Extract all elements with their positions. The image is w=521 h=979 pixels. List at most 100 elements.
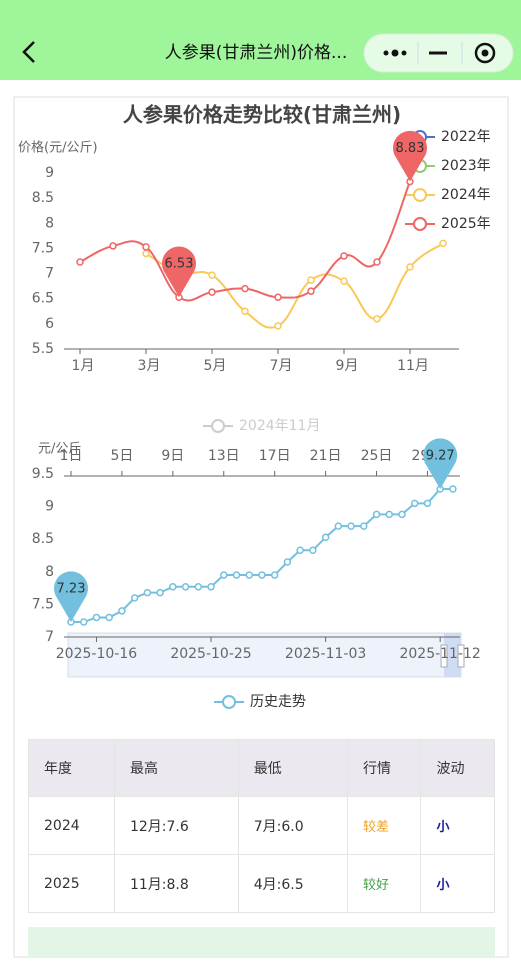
data-point (118, 607, 126, 615)
back-button[interactable] (22, 41, 35, 63)
table-body: 2024 12月:7.6 7月:6.0 较差小 2025 11月:8.8 4月:6.5 较好小 (28, 796, 495, 913)
data-point (92, 613, 101, 622)
y-tick-label: 8.5 (32, 531, 54, 547)
cell-text: 小 (436, 878, 450, 893)
pin-label: 7.23 (57, 582, 86, 597)
data-point (194, 583, 203, 591)
x-tick-label: 2025-11-12 (399, 646, 480, 662)
legend-label: 2023年 (441, 158, 491, 174)
cell-text: 11月:8.8 (129, 876, 189, 893)
table-cell: 7月:6.0 (237, 796, 348, 855)
x-tick-label: 5月 (204, 358, 227, 374)
data-point (79, 618, 88, 626)
data-point (245, 571, 253, 579)
x-tick-label: 2025-10-25 (170, 646, 251, 662)
legend-label: 2024年11月 (239, 418, 320, 434)
data-point (156, 588, 164, 597)
data-point (274, 293, 282, 301)
data-point (76, 258, 84, 266)
data-point (406, 263, 414, 271)
y-axis-label: 价格(元/公斤) (18, 140, 98, 156)
cell-text: 小 (436, 820, 450, 835)
data-point (241, 284, 249, 293)
marker-pin (393, 130, 427, 182)
data-point (439, 239, 447, 248)
chart-title: 人参果价格走势比较(甘肃兰州) (123, 103, 401, 127)
data-point (241, 307, 249, 316)
data-point (449, 485, 457, 493)
table-cell: 11月:8.8 (113, 854, 239, 913)
x2-tick-label: 21日 (310, 448, 342, 464)
zoom-handle[interactable] (457, 644, 465, 668)
data-point (142, 243, 150, 251)
column-header: 年度 (28, 739, 115, 797)
table-row: 2025 11月:8.8 4月:6.5 较好 小 (28, 854, 495, 913)
nav-title: 人参果(甘肃兰州)价格... (165, 43, 347, 63)
table-cell: 较差 (346, 796, 422, 855)
data-point (373, 315, 381, 323)
x-tick-label: 2025-11-03 (285, 646, 366, 662)
bottom-box (28, 927, 495, 957)
zoom-handle[interactable] (440, 644, 448, 668)
legend-label: 2022年 (441, 129, 491, 145)
data-point (307, 287, 315, 295)
data-point (347, 522, 355, 530)
more-button[interactable] (383, 49, 407, 57)
data-point (130, 594, 139, 602)
table-cell: 小 (420, 854, 495, 913)
y-tick-label: 9.5 (32, 466, 54, 482)
y-tick-label: 7.5 (32, 596, 54, 612)
x2-tick-label: 9日 (161, 448, 184, 464)
data-point (109, 242, 117, 250)
column-header: 最低 (237, 739, 348, 797)
data-point (208, 288, 216, 296)
data-point (270, 571, 279, 579)
data-point (181, 583, 190, 591)
data-point (321, 533, 330, 541)
pin-label: 8.83 (396, 141, 425, 156)
legend-symbol (413, 188, 427, 202)
y-tick-label: 8.5 (32, 190, 54, 206)
zoom-window (444, 633, 461, 677)
cell-text: 2024 (44, 817, 80, 834)
data-point (423, 499, 432, 508)
cell-text: 较好 (362, 878, 389, 893)
x-tick-label: 1月 (72, 358, 95, 374)
series-line (145, 242, 444, 329)
data-point (143, 588, 152, 597)
data-point (334, 522, 343, 530)
marker-pin (423, 438, 458, 489)
data-point (340, 252, 348, 260)
column-header: 最高 (113, 739, 239, 797)
y-tick-label: 6 (45, 316, 54, 332)
pin-label: 9.27 (426, 448, 455, 463)
data-point (410, 499, 419, 508)
y-tick-label: 7 (45, 629, 54, 645)
close-button[interactable] (474, 42, 496, 64)
y-tick-label: 7.5 (32, 240, 54, 256)
data-point (142, 249, 150, 258)
x2-tick-label: 13日 (208, 448, 240, 464)
data-point (373, 258, 381, 266)
x2-tick-label: 17日 (259, 448, 291, 464)
y-tick-label: 8 (45, 564, 54, 580)
marker-pin (54, 571, 88, 623)
y-tick-label: 9 (45, 499, 54, 515)
y-tick-label: 6.5 (32, 291, 54, 307)
data-point (360, 522, 368, 530)
legend-symbol (413, 217, 427, 231)
x-tick-label: 2025-10-16 (56, 646, 137, 662)
data-point (274, 322, 282, 330)
data-point (207, 583, 215, 591)
cell-text: 12月:7.6 (129, 818, 189, 835)
legend-label: 2025年 (441, 216, 491, 232)
pin-label: 6.53 (165, 257, 194, 272)
y-tick-label: 5.5 (32, 341, 54, 357)
x2-tick-label: 25日 (361, 448, 393, 464)
table-row: 2024 12月:7.6 7月:6.0 较差 小 (28, 796, 495, 855)
table-cell: 4月:6.5 (237, 854, 348, 913)
marker-pin (161, 246, 196, 298)
data-point (307, 276, 315, 284)
x2-tick-label: 1日 (60, 448, 83, 464)
